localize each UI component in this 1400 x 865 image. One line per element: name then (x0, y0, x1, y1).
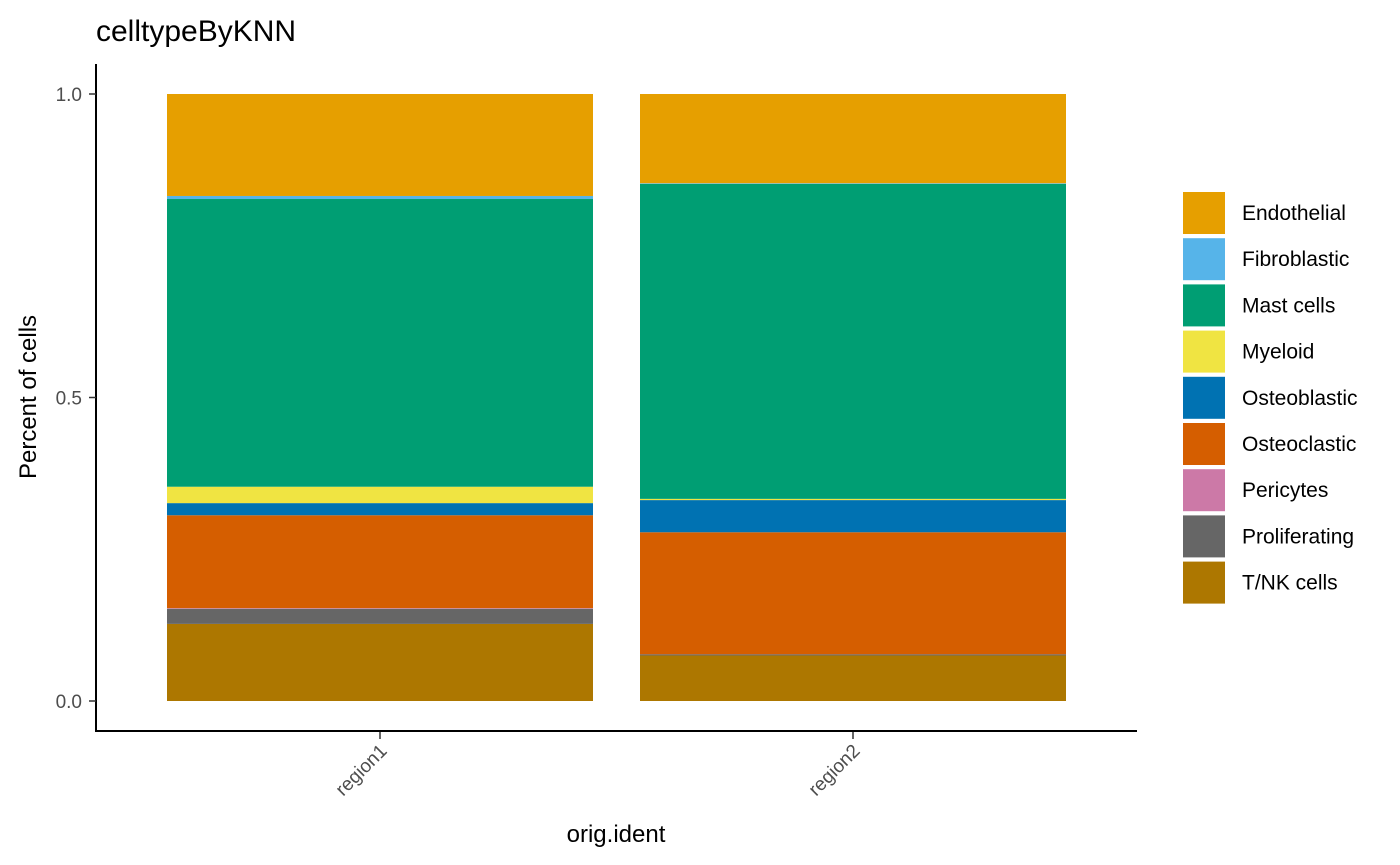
legend-label: Pericytes (1242, 479, 1328, 502)
bar-segment-region2-fibroblastic (640, 183, 1066, 184)
bar-segment-region2-t-nk-cells (640, 655, 1066, 701)
legend-label: Osteoblastic (1242, 387, 1358, 410)
y-tick-label: 0.0 (56, 692, 82, 713)
legend-key-mast-cells (1183, 284, 1225, 327)
bar-segment-region2-myeloid (640, 498, 1066, 501)
legend-label: Osteoclastic (1242, 433, 1356, 456)
bar-segment-region2-proliferating (640, 654, 1066, 656)
legend-label: Myeloid (1242, 341, 1314, 364)
legend-key-osteoclastic (1183, 423, 1225, 465)
legend-key-endothelial (1183, 192, 1225, 234)
bar-segment-region1-osteoblastic (167, 503, 593, 516)
bar-segment-region2-osteoclastic (640, 532, 1066, 655)
bar-segment-region2-osteoblastic (640, 500, 1066, 533)
bar-segment-region1-proliferating (167, 608, 593, 624)
bar-segment-region1-t-nk-cells (167, 623, 593, 701)
chart-title: celltypeByKNN (96, 15, 296, 48)
bar-segment-region1-fibroblastic (167, 195, 593, 200)
legend-key-osteoblastic (1183, 376, 1225, 419)
y-axis-title: Percent of cells (15, 315, 42, 479)
legend-key-t-nk-cells (1183, 561, 1225, 604)
bar-segment-region1-osteoclastic (167, 515, 593, 609)
legend-key-pericytes (1183, 469, 1225, 512)
legend-key-proliferating (1183, 515, 1225, 558)
bar-segment-region1-myeloid (167, 486, 593, 504)
x-ticks-group: region1 region2 (332, 732, 865, 800)
bars-group (167, 94, 1066, 701)
legend: Endothelial Fibroblastic Mast cells Myeloid… (1183, 192, 1358, 604)
legend-label: Proliferating (1242, 525, 1354, 548)
y-tick-label: 0.5 (56, 389, 82, 410)
legend-key-myeloid (1183, 330, 1225, 373)
x-axis-title: orig.ident (567, 821, 666, 848)
legend-label: Mast cells (1242, 294, 1335, 317)
legend-key-fibroblastic (1183, 238, 1225, 281)
bar-segment-region1-endothelial (167, 94, 593, 196)
x-tick-label: region2 (805, 741, 865, 801)
legend-label: Endothelial (1242, 202, 1346, 225)
legend-label: T/NK cells (1242, 572, 1338, 595)
bar-segment-region1-mast-cells (167, 199, 593, 487)
y-tick-label: 1.0 (56, 85, 82, 106)
bar-segment-region2-endothelial (640, 94, 1066, 184)
y-ticks-group: 0.0 0.5 1.0 (56, 85, 96, 713)
bar-segment-region2-mast-cells (640, 183, 1066, 499)
bar-segment-region1-pericytes (167, 608, 593, 609)
legend-label: Fibroblastic (1242, 248, 1349, 271)
x-tick-label: region1 (332, 741, 392, 801)
